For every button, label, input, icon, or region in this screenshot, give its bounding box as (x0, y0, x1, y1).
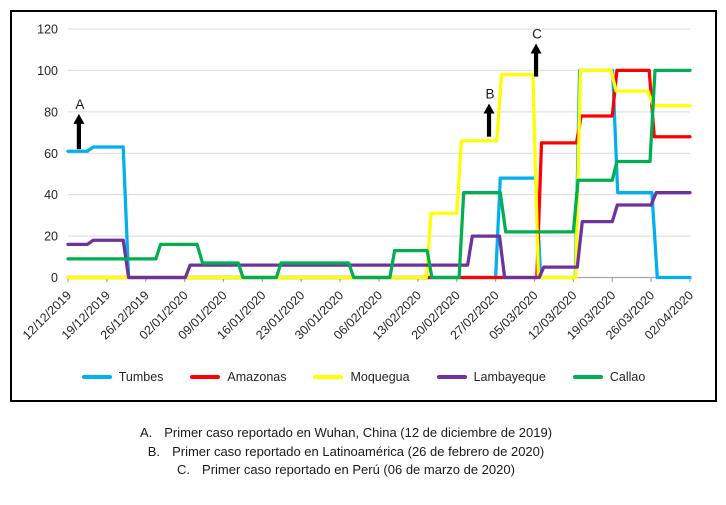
footnotes-block: A. Primer caso reportado en Wuhan, China … (0, 424, 692, 480)
y-tick-label: 100 (37, 64, 58, 78)
legend-swatch-tumbes (81, 374, 112, 380)
y-tick-label: 80 (44, 105, 58, 119)
series-line-lambayeque (66, 190, 692, 280)
annotation-label-c: C (532, 26, 542, 41)
legend-item-tumbes: Tumbes (81, 370, 164, 384)
legend-item-lambayeque: Lambayeque (436, 370, 546, 384)
legend-swatch-moquegua (313, 374, 344, 380)
legend-item-amazonas: Amazonas (190, 370, 286, 384)
y-tick-label: 0 (51, 271, 58, 285)
series-line-callao (66, 68, 692, 280)
footnote-marker: A. (139, 425, 153, 440)
chart-legend: Tumbes Amazonas Moquegua Lambayeque Callao (12, 367, 715, 387)
footnote-line: A. Primer caso reportado en Wuhan, China … (0, 424, 692, 443)
footnote-marker: C. (177, 462, 191, 477)
footnote-text: Primer caso reportado en Perú (06 de mar… (202, 462, 515, 477)
annotation-arrowhead-a (73, 113, 85, 124)
series-line-moquegua (66, 68, 692, 280)
legend-swatch-callao (572, 374, 603, 380)
legend-item-moquegua: Moquegua (313, 370, 410, 384)
legend-label: Callao (609, 370, 646, 384)
footnote-line: C. Primer caso reportado en Perú (06 de m… (0, 461, 692, 480)
y-tick-label: 40 (44, 188, 58, 202)
footnote-text: Primer caso reportado en Latinoamérica (… (172, 443, 545, 459)
annotation-arrowhead-b (483, 103, 495, 114)
annotation-label-a: A (75, 97, 84, 112)
legend-label: Moquegua (350, 370, 410, 384)
legend-label: Amazonas (227, 370, 287, 384)
legend-swatch-lambayeque (436, 374, 467, 380)
y-tick-label: 120 (37, 23, 58, 37)
legend-label: Lambayeque (473, 370, 546, 384)
footnote-text: Primer caso reportado en Wuhan, China (1… (164, 425, 553, 440)
legend-item-callao: Callao (572, 370, 646, 384)
chart-frame (10, 10, 717, 402)
y-tick-label: 20 (44, 230, 58, 244)
footnote-marker: B. (147, 443, 161, 459)
legend-label: Tumbes (118, 370, 164, 384)
y-tick-label: 60 (44, 147, 58, 161)
legend-swatch-amazonas (190, 374, 221, 380)
annotation-arrowhead-c (530, 43, 542, 54)
footnote-line: B. Primer caso reportado en Latinoamérica… (0, 443, 692, 462)
annotation-label-b: B (486, 87, 495, 102)
